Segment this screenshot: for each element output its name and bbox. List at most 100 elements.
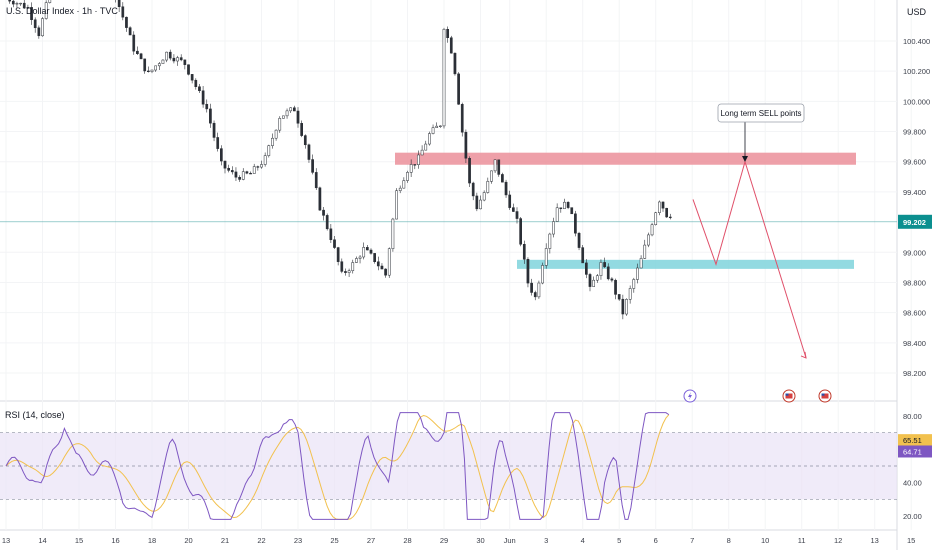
time-tick-label[interactable]: 29 (440, 536, 448, 545)
candle-body (468, 158, 471, 184)
candle-body (442, 29, 446, 127)
time-tick-label[interactable]: 3 (544, 536, 548, 545)
time-tick-label[interactable]: 21 (221, 536, 229, 545)
candle-body (220, 148, 223, 162)
time-tick-label[interactable]: 14 (38, 536, 46, 545)
price-tick-label[interactable]: 99.600 (903, 158, 926, 167)
time-tick-label[interactable]: 13 (2, 536, 10, 545)
price-tick-label[interactable]: 98.400 (903, 339, 926, 348)
candle-body (632, 279, 636, 289)
price-tick-label[interactable]: 100.200 (903, 67, 930, 76)
time-tick-label[interactable]: 15 (907, 536, 915, 545)
time-tick-label[interactable]: 27 (367, 536, 375, 545)
price-tick-label[interactable]: 99.400 (903, 188, 926, 197)
price-tick-label[interactable]: 98.800 (903, 278, 926, 287)
candle-body (493, 159, 497, 172)
candle-body (413, 164, 417, 166)
candle-body (530, 282, 533, 293)
candle-body (256, 166, 260, 168)
time-tick-label[interactable]: Jun (504, 536, 516, 545)
candle-body (205, 103, 209, 110)
candle-body (533, 292, 537, 298)
events (683, 389, 832, 403)
candle-body (585, 262, 588, 275)
time-tick-label[interactable]: 10 (761, 536, 769, 545)
time-tick-label[interactable]: 7 (690, 536, 694, 545)
time-tick-label[interactable]: 16 (111, 536, 119, 545)
candle-body (30, 7, 33, 20)
time-tick-label[interactable]: 12 (834, 536, 842, 545)
candle-body (267, 145, 271, 156)
time-tick-label[interactable]: 6 (654, 536, 658, 545)
projection-path (692, 159, 807, 359)
support-zone (517, 259, 854, 269)
rsi-ma-value-label[interactable]: 64.71 (903, 447, 922, 456)
chart-title: U.S. Dollar Index · 1h · TVC (6, 6, 118, 16)
price-tick-label[interactable]: 99.000 (903, 248, 926, 257)
callout-arrow (742, 156, 748, 162)
time-tick-label[interactable]: 18 (148, 536, 156, 545)
candle-body (482, 192, 486, 201)
time-tick-label[interactable]: 15 (75, 536, 83, 545)
time-tick-label[interactable]: 8 (727, 536, 731, 545)
candle-body (172, 57, 176, 62)
candle-body (486, 181, 490, 193)
last-price-label[interactable]: 99.202 (903, 218, 926, 227)
rsi-ma-value-tag[interactable] (898, 445, 932, 458)
time-tick-label[interactable]: 22 (257, 536, 265, 545)
price-tick-label[interactable]: 99.800 (903, 128, 926, 137)
candle-body (347, 270, 351, 273)
price-tick-label[interactable]: 100.000 (903, 97, 930, 106)
time-tick-label[interactable]: 5 (617, 536, 621, 545)
candle-body (563, 201, 566, 210)
candle-body (439, 125, 442, 127)
candle-body (311, 159, 314, 173)
candle-body (190, 74, 194, 81)
time-tick-label[interactable]: 13 (871, 536, 879, 545)
candle-body (136, 50, 139, 54)
time-tick-label[interactable]: 4 (581, 536, 585, 545)
callout-box (717, 103, 805, 123)
candle-body (125, 16, 128, 28)
rsi-tick-label[interactable]: 80.00 (903, 412, 922, 421)
last-price-tag[interactable] (898, 214, 932, 229)
candle-body (358, 256, 362, 259)
candle-body (402, 180, 406, 189)
rsi-tick-label[interactable]: 40.00 (903, 479, 922, 488)
candle-body (132, 34, 136, 52)
candle-body (406, 172, 409, 181)
candle-body (409, 164, 413, 173)
candle-body (263, 155, 267, 165)
price-tick-label[interactable]: 98.200 (903, 369, 926, 378)
time-tick-label[interactable]: 30 (476, 536, 484, 545)
time-tick-label[interactable]: 25 (330, 536, 338, 545)
candle-body (198, 86, 201, 92)
candle-body (537, 282, 541, 298)
price-tick-label[interactable]: 98.600 (903, 309, 926, 318)
candle-body (293, 107, 296, 112)
currency-label[interactable]: USD (907, 7, 927, 17)
candle-body (369, 249, 373, 254)
candle-body (380, 265, 384, 270)
time-axis[interactable]: 13 14 15 16 18 20 21 22 23 25 27 28 29 30 Jun 3 4 5 6 7 8 10 1… (2, 536, 916, 545)
candle-body (453, 52, 457, 75)
candle-body (245, 171, 249, 174)
rsi-value-label[interactable]: 65.51 (903, 436, 922, 445)
price-axis[interactable]: 100.400 100.200 100.000 99.800 99.600 99.400 9… (898, 37, 932, 521)
rsi-tick-label[interactable]: 20.00 (903, 512, 922, 521)
time-tick-label[interactable]: 11 (798, 536, 806, 545)
candles (8, 0, 672, 320)
price-tick-label[interactable]: 100.400 (903, 37, 930, 46)
rsi-value-tag[interactable] (898, 434, 932, 447)
candle-body (643, 244, 647, 259)
rsi-band (0, 432, 897, 500)
time-tick-label[interactable]: 23 (294, 536, 302, 545)
time-tick-label[interactable]: 28 (403, 536, 411, 545)
candle-body (351, 262, 355, 271)
time-tick-label[interactable]: 20 (184, 536, 192, 545)
candle-body (282, 115, 285, 119)
candle-body (395, 190, 398, 220)
candle-body (168, 51, 172, 59)
